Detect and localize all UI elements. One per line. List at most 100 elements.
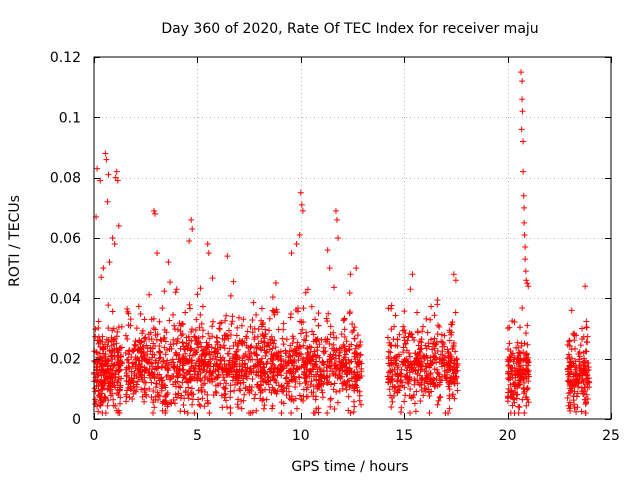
data-point <box>110 325 117 332</box>
data-point <box>178 332 185 339</box>
data-point <box>139 327 146 334</box>
data-point <box>251 395 258 402</box>
data-point <box>246 365 253 372</box>
data-point <box>415 342 422 349</box>
data-point <box>354 359 361 366</box>
data-point <box>514 371 521 378</box>
data-point <box>98 367 105 374</box>
data-point <box>511 356 518 363</box>
data-point <box>150 340 157 347</box>
data-point <box>358 365 365 372</box>
data-point <box>233 332 240 339</box>
data-point <box>453 355 460 362</box>
data-point <box>350 398 357 405</box>
data-point <box>391 383 398 390</box>
data-point <box>171 322 178 329</box>
data-point <box>228 320 235 327</box>
data-point <box>261 339 268 346</box>
data-point <box>509 368 516 375</box>
data-point <box>405 333 412 340</box>
data-point <box>400 359 407 366</box>
data-point <box>297 189 304 196</box>
data-point <box>248 343 255 350</box>
data-point <box>414 352 421 359</box>
data-point <box>100 397 107 404</box>
data-point <box>280 326 287 333</box>
data-point <box>212 348 219 355</box>
data-point <box>266 327 273 334</box>
data-point <box>523 352 530 359</box>
data-point <box>327 323 334 330</box>
data-point <box>191 333 198 340</box>
data-point <box>258 317 265 324</box>
data-point <box>99 409 106 416</box>
data-point <box>249 356 256 363</box>
data-point <box>391 323 398 330</box>
data-point <box>353 265 360 272</box>
data-point <box>155 396 162 403</box>
data-point <box>304 286 311 293</box>
data-point <box>143 391 150 398</box>
data-point <box>452 277 459 284</box>
data-point <box>193 316 200 323</box>
data-point <box>249 329 256 336</box>
data-point <box>324 318 331 325</box>
data-point <box>439 348 446 355</box>
data-point <box>564 394 571 401</box>
data-point <box>523 402 530 409</box>
data-point <box>108 353 115 360</box>
data-point <box>192 349 199 356</box>
data-point <box>522 256 529 263</box>
data-point <box>514 382 521 389</box>
data-point <box>409 334 416 341</box>
data-point <box>319 359 326 366</box>
data-point <box>297 330 304 337</box>
data-point <box>209 355 216 362</box>
data-point <box>326 372 333 379</box>
data-point <box>409 271 416 278</box>
data-point <box>105 302 112 309</box>
data-point <box>331 284 338 291</box>
data-point <box>345 357 352 364</box>
data-point <box>311 362 318 369</box>
data-point <box>165 361 172 368</box>
data-point <box>278 386 285 393</box>
data-point <box>416 358 423 365</box>
data-point <box>251 334 258 341</box>
data-point <box>333 216 340 223</box>
data-point <box>520 376 527 383</box>
data-point <box>441 352 448 359</box>
data-point <box>396 387 403 394</box>
data-point <box>521 409 528 416</box>
data-point <box>138 349 145 356</box>
data-point <box>298 201 305 208</box>
data-point <box>564 355 571 362</box>
data-point <box>163 373 170 380</box>
data-point <box>189 401 196 408</box>
data-point <box>302 379 309 386</box>
data-point <box>446 327 453 334</box>
chart-title: Day 360 of 2020, Rate Of TEC Index for r… <box>161 21 538 37</box>
data-point <box>392 312 399 319</box>
data-point <box>296 231 303 238</box>
data-point <box>333 346 340 353</box>
data-point <box>332 361 339 368</box>
data-point <box>181 372 188 379</box>
data-point <box>292 395 299 402</box>
data-point <box>222 385 229 392</box>
data-point <box>112 335 119 342</box>
data-point <box>389 367 396 374</box>
data-point <box>188 385 195 392</box>
data-point <box>153 336 160 343</box>
data-point <box>102 150 109 157</box>
data-point <box>452 348 459 355</box>
data-point <box>428 303 435 310</box>
data-point <box>296 380 303 387</box>
data-point <box>270 361 277 368</box>
data-point <box>203 339 210 346</box>
data-point <box>234 324 241 331</box>
data-point <box>110 402 117 409</box>
data-point <box>115 324 122 331</box>
data-point <box>427 370 434 377</box>
data-point <box>110 371 117 378</box>
